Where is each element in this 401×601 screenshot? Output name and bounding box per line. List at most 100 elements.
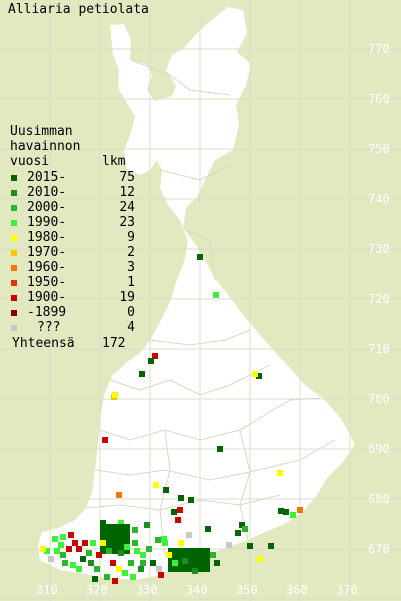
legend-row: ??? 4 bbox=[10, 320, 135, 336]
observation-square bbox=[197, 254, 203, 260]
legend-row: 2010- 12 bbox=[10, 185, 135, 201]
observation-square bbox=[188, 497, 194, 503]
observation-square bbox=[52, 536, 58, 542]
legend-row: -1899 0 bbox=[10, 305, 135, 321]
observation-square bbox=[106, 530, 112, 536]
observation-square bbox=[239, 522, 245, 528]
legend-row: 1950- 1 bbox=[10, 275, 135, 291]
observation-square bbox=[54, 548, 60, 554]
observation-square bbox=[112, 392, 118, 398]
observation-square bbox=[186, 566, 192, 572]
observation-square bbox=[106, 524, 112, 530]
observation-square bbox=[158, 572, 164, 578]
observation-square bbox=[100, 540, 106, 546]
observation-square bbox=[174, 554, 180, 560]
observation-square bbox=[235, 530, 241, 536]
observation-square bbox=[124, 536, 130, 542]
y-tick-label: 720 bbox=[368, 292, 390, 306]
observation-square bbox=[155, 537, 161, 543]
observation-square bbox=[112, 524, 118, 530]
legend-swatch bbox=[11, 310, 17, 316]
x-tick-label: 320 bbox=[86, 583, 108, 597]
observation-square bbox=[44, 548, 50, 554]
legend-label: 2010- bbox=[27, 185, 67, 200]
observation-square bbox=[162, 540, 168, 546]
observation-square bbox=[100, 548, 106, 554]
observation-square bbox=[100, 536, 106, 542]
observation-square bbox=[198, 566, 204, 572]
y-tick-label: 760 bbox=[368, 92, 390, 106]
observation-square bbox=[198, 554, 204, 560]
observation-square bbox=[106, 536, 112, 542]
legend-row: 2015- 75 bbox=[10, 170, 135, 186]
x-tick-label: 310 bbox=[36, 583, 58, 597]
observation-square bbox=[178, 495, 184, 501]
legend-count: 2 bbox=[127, 245, 135, 260]
legend-label: 2015- bbox=[27, 170, 67, 185]
observation-square bbox=[144, 522, 150, 528]
observation-square bbox=[116, 566, 122, 572]
legend-swatch bbox=[11, 325, 17, 331]
y-tick-label: 770 bbox=[368, 42, 390, 56]
observation-square bbox=[152, 353, 158, 359]
observation-square bbox=[256, 373, 262, 379]
observation-square bbox=[217, 446, 223, 452]
observation-square bbox=[100, 520, 106, 526]
observation-square bbox=[210, 552, 216, 558]
x-tick-label: 350 bbox=[236, 583, 258, 597]
observation-square bbox=[118, 520, 124, 526]
observation-square bbox=[112, 536, 118, 542]
observation-square bbox=[198, 548, 204, 554]
legend-count: 9 bbox=[127, 230, 135, 245]
observation-square bbox=[180, 554, 186, 560]
legend-swatch bbox=[11, 190, 17, 196]
y-tick-label: 670 bbox=[368, 542, 390, 556]
region-borders bbox=[85, 59, 336, 556]
observation-square bbox=[283, 509, 289, 515]
legend-row: 1970- 2 bbox=[10, 245, 135, 261]
observation-square bbox=[161, 536, 167, 542]
observation-square bbox=[163, 487, 169, 493]
observation-square bbox=[150, 560, 156, 566]
legend-swatch bbox=[11, 265, 17, 271]
observation-square bbox=[60, 552, 66, 558]
observation-square bbox=[166, 552, 172, 558]
legend-row: 2000- 24 bbox=[10, 200, 135, 216]
legend-label: 1960- bbox=[27, 260, 67, 275]
legend-row: 1990- 23 bbox=[10, 215, 135, 231]
map-title: Alliaria petiolata bbox=[8, 2, 149, 17]
legend-count: 3 bbox=[127, 260, 135, 275]
observation-square bbox=[96, 552, 102, 558]
legend-heading-line-3: vuosi bbox=[10, 154, 50, 169]
observation-square bbox=[153, 482, 159, 488]
legend-total-count: 172 bbox=[102, 336, 126, 351]
legend-label: 1990- bbox=[27, 215, 67, 230]
legend-total-label: Yhteensä bbox=[12, 336, 75, 351]
y-tick-label: 690 bbox=[368, 442, 390, 456]
observation-square bbox=[186, 548, 192, 554]
observation-square bbox=[112, 548, 118, 554]
observation-square bbox=[124, 544, 130, 550]
observation-square bbox=[76, 566, 82, 572]
observation-square bbox=[156, 566, 162, 572]
observation-square bbox=[192, 554, 198, 560]
observation-square bbox=[213, 292, 219, 298]
observation-square bbox=[174, 548, 180, 554]
legend-label: ??? bbox=[37, 320, 61, 335]
legend-count: 19 bbox=[119, 290, 135, 305]
observation-square bbox=[66, 546, 72, 552]
observation-square bbox=[172, 560, 178, 566]
observation-square bbox=[118, 542, 124, 548]
observation-square bbox=[277, 470, 283, 476]
legend-swatch bbox=[11, 175, 17, 181]
observation-square bbox=[134, 548, 140, 554]
observation-square bbox=[124, 530, 130, 536]
observation-square bbox=[58, 542, 64, 548]
legend-swatch bbox=[11, 220, 17, 226]
observation-square bbox=[205, 526, 211, 532]
observation-square bbox=[122, 570, 128, 576]
observation-square bbox=[118, 530, 124, 536]
observation-square bbox=[40, 546, 46, 552]
observation-square bbox=[94, 566, 100, 572]
